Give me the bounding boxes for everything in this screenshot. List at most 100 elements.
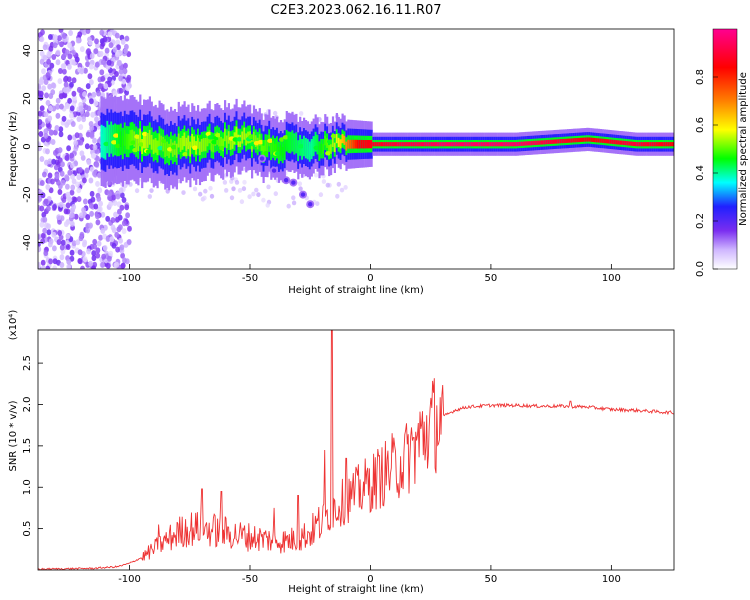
y-tick-label: 0.5 — [22, 521, 33, 537]
ridge-cell — [663, 142, 666, 147]
ridge-cell — [297, 145, 300, 156]
ridge-cell — [158, 133, 161, 149]
ridge-cell — [374, 142, 377, 147]
noise-cell — [57, 78, 63, 85]
ridge-cell — [518, 141, 522, 146]
noise-cell — [127, 225, 132, 232]
ridge-cell — [599, 138, 602, 143]
x-tick-label: -100 — [118, 574, 141, 585]
noise-cell — [58, 68, 63, 74]
ridge-cell — [667, 142, 670, 147]
ridge-cell — [264, 139, 267, 152]
noise-cell — [339, 187, 345, 193]
ridge-cell — [252, 131, 256, 144]
ridge-cell — [293, 138, 296, 150]
noise-cell — [266, 184, 271, 190]
noise-cell — [71, 178, 77, 185]
noise-cell — [51, 158, 57, 165]
snr-plot-area — [38, 330, 674, 570]
noise-cell — [60, 161, 65, 168]
ridge-cell — [447, 142, 450, 147]
noise-cell — [70, 121, 76, 127]
ridge-cell — [671, 142, 674, 147]
ridge-cell — [489, 142, 493, 147]
ridge-cell — [316, 139, 319, 150]
ridge-cell — [383, 142, 387, 147]
snr-x-ticks: -100 -50 0 50 100 — [118, 565, 621, 585]
ridge-cell — [318, 146, 321, 156]
noise-cell — [78, 124, 84, 130]
noise-cell — [134, 188, 140, 194]
noise-cell — [43, 128, 49, 135]
ridge-cell — [125, 133, 128, 150]
noise-cell — [96, 196, 102, 202]
ridge-cell — [459, 142, 462, 147]
noise-cell — [40, 259, 46, 266]
ridge-cell — [132, 147, 139, 153]
noise-cell — [89, 131, 95, 138]
ridge-cell — [185, 137, 188, 152]
noise-cell — [69, 249, 75, 256]
noise-cell — [85, 214, 91, 220]
y-tick-label: 1.0 — [22, 479, 33, 495]
noise-cell — [88, 260, 93, 267]
ridge-cell — [409, 142, 412, 147]
snr-y-label: SNR (10 * v/v) — [8, 400, 19, 471]
noise-cell — [118, 224, 123, 231]
noise-cell — [43, 79, 49, 85]
ridge-cell — [110, 129, 113, 146]
noise-cell — [58, 201, 64, 208]
ridge-cell — [343, 135, 346, 145]
noise-cell — [84, 111, 90, 118]
ridge-cell — [499, 142, 502, 147]
ridge-cell — [624, 141, 628, 146]
ridge-cell — [526, 141, 529, 146]
noise-cell — [101, 59, 106, 66]
ridge-cell — [330, 144, 333, 154]
ridge-cell — [486, 142, 489, 147]
noise-cell — [119, 244, 125, 251]
noise-cell — [79, 212, 84, 219]
ridge-cell — [414, 142, 417, 147]
ridge-cell — [362, 140, 365, 149]
noise-cell — [38, 261, 41, 268]
noise-cell — [113, 211, 118, 218]
ridge-cell — [235, 126, 238, 139]
noise-cell — [120, 38, 126, 45]
ridge-cell — [270, 143, 273, 155]
ridge-cell — [572, 138, 575, 143]
ridge-cell — [301, 144, 304, 155]
noise-cell — [118, 75, 123, 82]
ridge-cell — [291, 135, 294, 147]
noise-cell — [39, 221, 45, 228]
ridge-cell — [210, 138, 213, 152]
noise-cell — [39, 58, 45, 65]
ridge-cell — [511, 142, 514, 147]
ridge-cell — [601, 138, 604, 143]
ridge-cell — [399, 142, 402, 147]
noise-cell — [79, 68, 85, 75]
noise-cell — [47, 83, 53, 90]
noise-cell — [62, 68, 67, 75]
ridge-cell — [547, 139, 550, 145]
noise-cell — [69, 212, 74, 219]
noise-cell — [77, 249, 83, 256]
noise-cell — [147, 194, 152, 199]
noise-cell — [254, 187, 259, 193]
x-tick-label: 100 — [602, 574, 621, 585]
ridge-cell — [258, 134, 261, 146]
noise-cell — [85, 83, 91, 90]
noise-cell — [82, 91, 87, 98]
ridge-cell — [303, 140, 306, 152]
ridge-cell — [127, 134, 130, 150]
noise-cell — [80, 265, 85, 269]
ridge-cell — [468, 142, 471, 147]
noise-cell — [222, 180, 228, 185]
colorbar-ticks: 0.0 0.2 0.4 0.6 0.8 — [695, 69, 718, 277]
noise-cell — [85, 61, 90, 68]
noise-cell — [86, 248, 91, 255]
ridge-cell — [403, 142, 406, 147]
noise-cell — [125, 76, 131, 83]
noise-cell — [70, 173, 75, 180]
noise-cell — [203, 188, 208, 194]
